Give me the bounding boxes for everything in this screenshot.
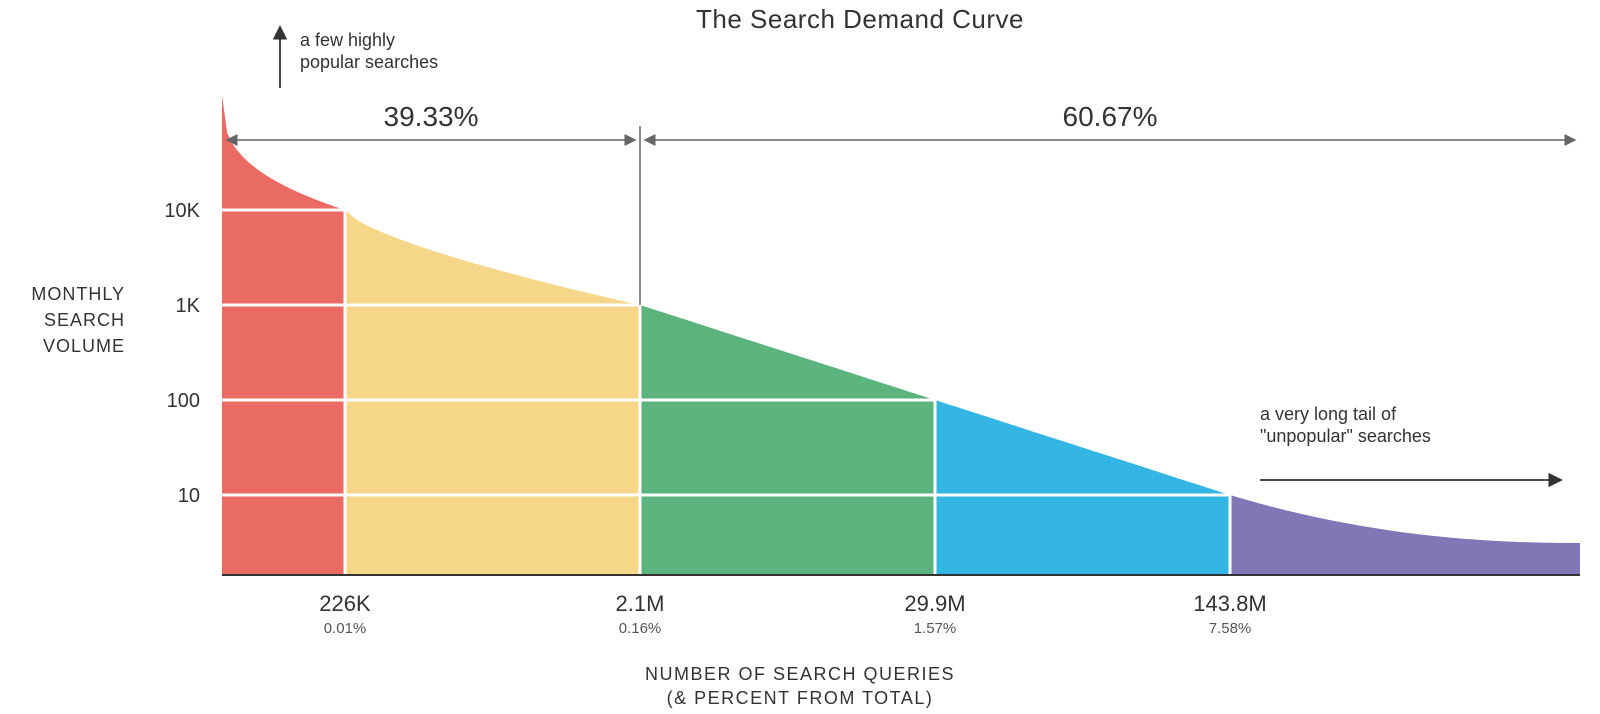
y-axis-title-line3: VOLUME [43, 336, 125, 356]
x-tick-sublabel: 0.16% [619, 620, 662, 637]
band-red [222, 95, 345, 575]
x-tick-sublabel: 7.58% [1209, 620, 1252, 637]
chart-title: The Search Demand Curve [696, 4, 1024, 34]
annotation-right-tail: a very long tail of"unpopular" searches [1260, 404, 1560, 480]
annotation-text: "unpopular" searches [1260, 426, 1431, 446]
band-purple [1230, 495, 1580, 575]
y-tick-label: 100 [167, 390, 200, 412]
band-yellow [345, 210, 640, 575]
y-ticks: 10K 1K 100 10 [164, 200, 200, 507]
right-pct-label: 60.67% [1063, 101, 1158, 132]
x-tick-label: 29.9M [904, 591, 965, 616]
left-pct-label: 39.33% [384, 101, 479, 132]
annotation-text: popular searches [300, 52, 438, 72]
y-tick-label: 10K [164, 200, 200, 222]
annotation-top-left: a few highlypopular searches [280, 28, 438, 88]
annotation-text: a very long tail of [1260, 404, 1397, 424]
band-green [640, 305, 935, 575]
x-tick-sublabel: 1.57% [914, 620, 957, 637]
x-tick-label: 2.1M [616, 591, 665, 616]
chart-bands [222, 95, 1580, 575]
y-tick-label: 1K [176, 295, 201, 317]
annotation-text: a few highly [300, 30, 395, 50]
y-axis-title-line1: MONTHLY [31, 284, 125, 304]
x-axis-title-line2: (& PERCENT FROM TOTAL) [667, 688, 934, 708]
x-ticks: 226K 0.01% 2.1M 0.16% 29.9M 1.57% 143.8M 7.58% [319, 591, 1266, 637]
y-tick-label: 10 [178, 485, 200, 507]
band-blue [935, 400, 1230, 575]
y-axis-title-line2: SEARCH [44, 310, 125, 330]
search-demand-curve-chart: The Search Demand Curve MONTHLY SEARCH V… [0, 0, 1600, 714]
x-tick-sublabel: 0.01% [324, 620, 367, 637]
x-tick-label: 143.8M [1193, 591, 1266, 616]
x-tick-label: 226K [319, 591, 371, 616]
x-axis-title-line1: NUMBER OF SEARCH QUERIES [645, 664, 955, 684]
